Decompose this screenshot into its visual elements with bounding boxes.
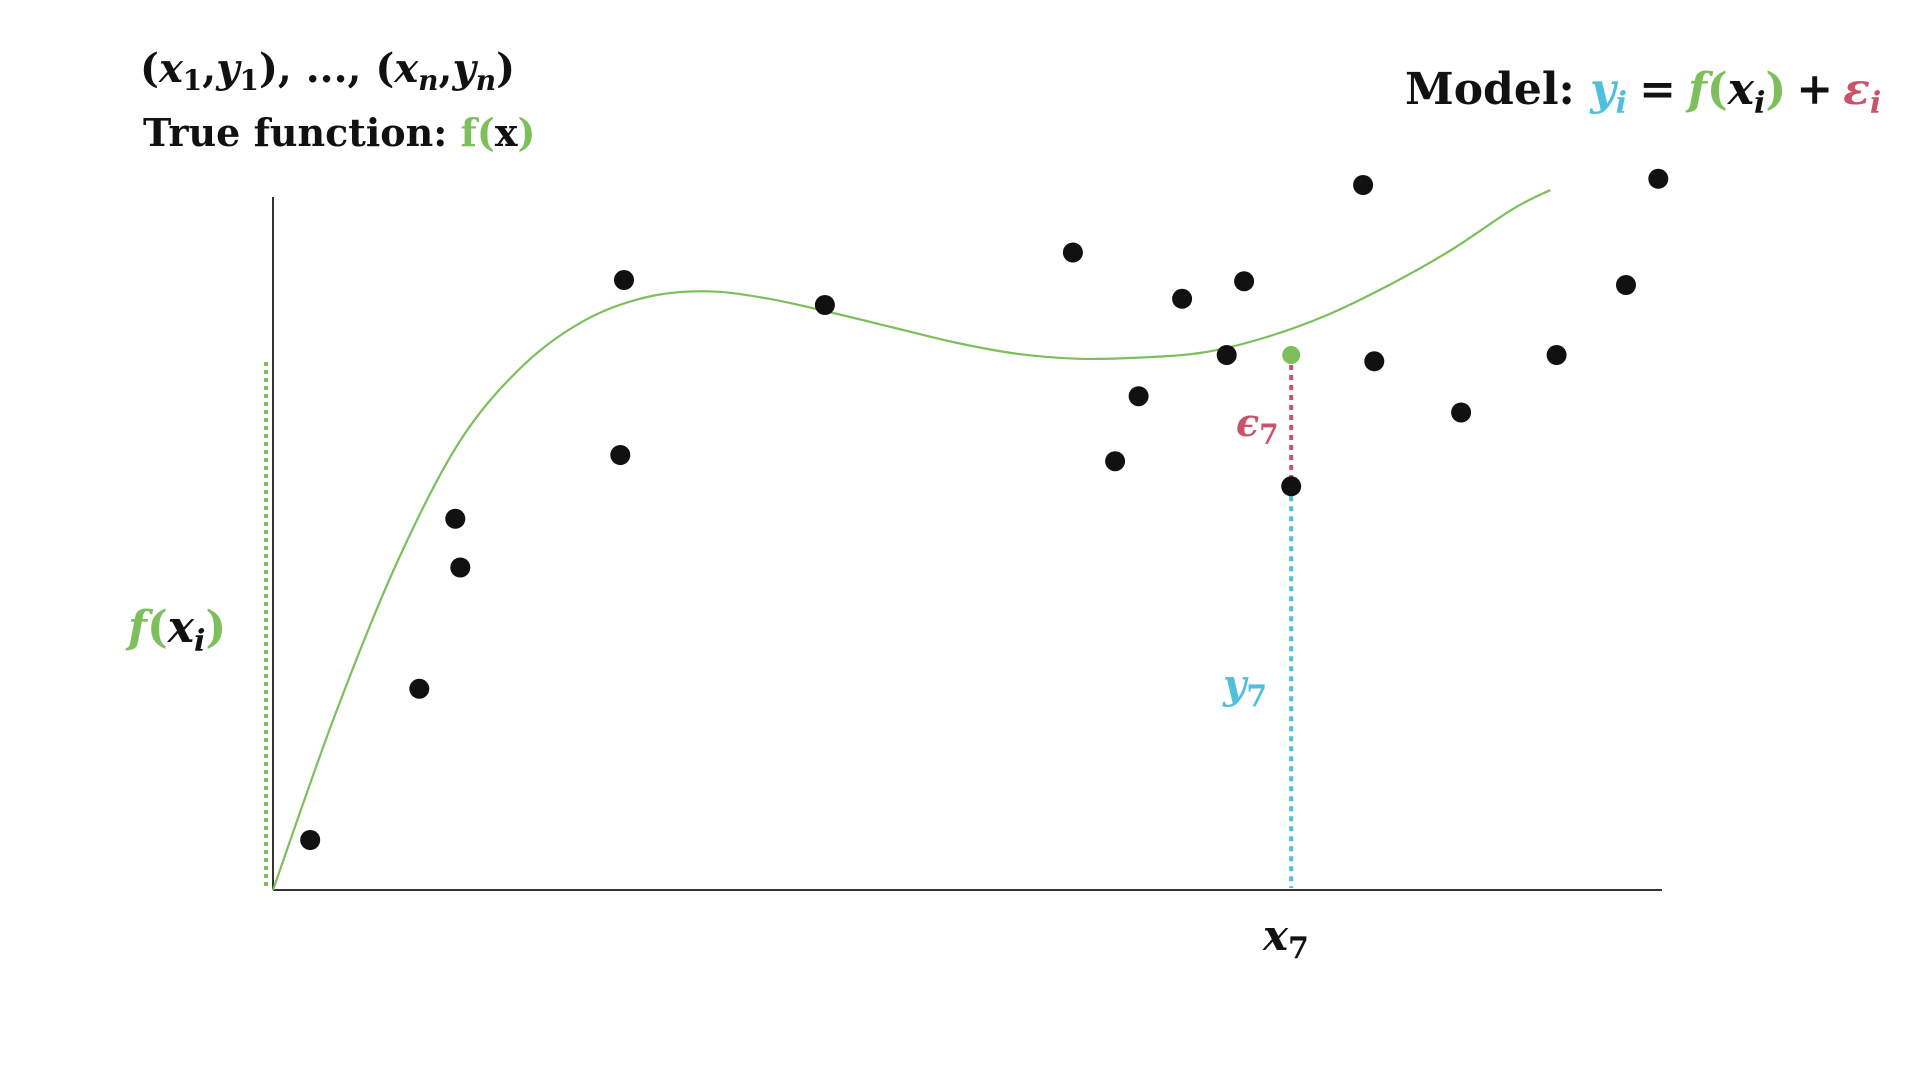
data-point [1062,242,1083,263]
data-point [1546,345,1567,365]
data-point [814,295,835,315]
data-point [1281,476,1302,497]
data-point [450,557,471,578]
f-xi-label: f(xi) [125,602,226,659]
data-point [1234,271,1255,292]
data-point [614,270,634,290]
data-point [1128,386,1149,407]
data-point [300,830,321,850]
data-point [409,678,430,699]
data-point [610,445,631,465]
model-equation: Model: yi = f(xi) + εi [1405,64,1881,121]
sample-notation: (x1,y1), ..., (xn,yn) [140,45,515,97]
data-point [1364,351,1385,372]
data-point [1648,168,1669,189]
data-point [1105,451,1126,472]
true-function-curve [271,189,1551,891]
data-point [1172,288,1193,309]
true-function-label: True function: f(x) [143,110,536,155]
data-point [1451,402,1472,423]
f-x7-point [1282,346,1301,364]
y7-label: y7 [1222,661,1267,714]
x7-label: x7 [1262,911,1309,966]
epsilon-7-label: ϵ7 [1236,400,1279,451]
data-points [300,168,1669,850]
data-point [1216,345,1237,365]
data-point [1353,175,1374,195]
data-point [445,508,466,529]
data-point [1616,275,1636,295]
